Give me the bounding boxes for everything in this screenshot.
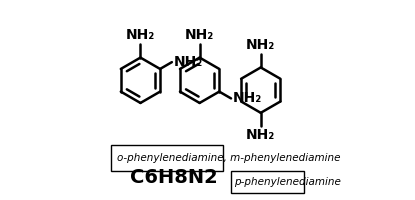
Text: C6H8N2: C6H8N2 [130, 168, 218, 187]
FancyBboxPatch shape [231, 171, 304, 193]
Text: NH₂: NH₂ [233, 91, 262, 105]
FancyBboxPatch shape [111, 145, 223, 171]
Text: NH₂: NH₂ [174, 55, 203, 69]
Text: NH₂: NH₂ [246, 128, 276, 142]
Text: o-phenylenediamine, m-phenylenediamine: o-phenylenediamine, m-phenylenediamine [117, 153, 340, 163]
Text: p-phenylenediamine: p-phenylenediamine [234, 177, 341, 187]
Text: NH₂: NH₂ [246, 38, 276, 52]
Text: NH₂: NH₂ [126, 28, 155, 42]
Text: NH₂: NH₂ [185, 28, 214, 42]
